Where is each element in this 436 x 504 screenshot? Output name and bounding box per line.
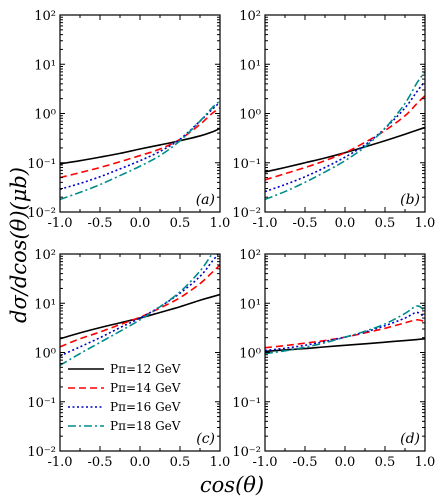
- panel-d: -1.0 -0.5 0.0 0.5 1.0 10⁻² 10⁻¹ 10⁰ 10¹ 10² (d): [232, 248, 435, 470]
- plot-frame: [264, 253, 426, 452]
- series-line-2: [60, 107, 220, 179]
- panel-c: -1.0 -0.5 0.0 0.5 1.0 10⁻² 10⁻¹ 10⁰ 10¹ 10² (c) Pπ=…: [27, 248, 231, 470]
- series-line-4: [60, 100, 220, 201]
- x-tick-label: -1.0: [252, 455, 277, 470]
- x-tick-label: 1.0: [210, 455, 231, 470]
- y-tick-label: 10⁻²: [27, 206, 56, 221]
- legend-entry: Pπ=16 GeV: [110, 400, 181, 414]
- y-tick-label: 10⁻²: [232, 206, 261, 221]
- x-tick-label: 0.5: [375, 216, 396, 231]
- x-tick-label: -0.5: [292, 216, 317, 231]
- y-tick-label: 10⁰: [34, 108, 56, 123]
- series-line-3: [265, 80, 425, 193]
- x-tick-label: 1.0: [210, 216, 231, 231]
- y-tick-label: 10²: [34, 9, 56, 24]
- series-line-1: [60, 127, 220, 165]
- panel-b: -1.0 -0.5 0.0 0.5 1.0 10⁻² 10⁻¹ 10⁰ 10¹ 10² (b): [232, 9, 435, 231]
- x-tick-label: 0.5: [170, 216, 191, 231]
- legend-entry: Pπ=12 GeV: [110, 362, 181, 376]
- y-tick-label: 10⁻¹: [232, 157, 261, 172]
- series-line-3: [60, 254, 220, 357]
- series-line-4: [265, 71, 425, 201]
- x-tick-label: -1.0: [47, 216, 72, 231]
- x-tick-label: -1.0: [252, 216, 277, 231]
- panel-a: -1.0 -0.5 0.0 0.5 1.0 10⁻² 10⁻¹ 10⁰ 10¹ 10² (a): [27, 9, 230, 231]
- y-tick-label: 10¹: [34, 297, 56, 312]
- series-line-4: [60, 254, 213, 366]
- y-tick-label: 10⁻¹: [27, 157, 56, 172]
- legend-entry: Pπ=14 GeV: [110, 381, 181, 395]
- series-line-3: [60, 101, 220, 190]
- legend: Pπ=12 GeV Pπ=14 GeV Pπ=16 GeV Pπ=18 GeV: [68, 362, 181, 433]
- plot-frame: [59, 14, 221, 213]
- y-tick-label: 10⁻²: [27, 445, 56, 460]
- series-line-1: [265, 126, 425, 173]
- series-line-2: [265, 319, 425, 349]
- x-tick-label: -0.5: [292, 455, 317, 470]
- series-line-1: [265, 337, 425, 353]
- panel-label: (c): [196, 431, 215, 447]
- x-tick-label: 0.0: [130, 216, 151, 231]
- x-tick-label: 1.0: [415, 216, 436, 231]
- series-line-4: [265, 305, 425, 355]
- y-tick-label: 10⁻¹: [232, 396, 261, 411]
- x-tick-label: 0.5: [375, 455, 396, 470]
- x-tick-label: -0.5: [87, 455, 112, 470]
- y-tick-label: 10⁰: [34, 347, 56, 362]
- y-tick-label: 10⁰: [239, 108, 261, 123]
- panel-label: (a): [196, 192, 215, 208]
- panel-label: (b): [400, 192, 420, 208]
- series-line-1: [60, 293, 220, 340]
- y-tick-label: 10⁰: [239, 347, 261, 362]
- y-tick-label: 10²: [239, 9, 261, 24]
- legend-entry: Pπ=18 GeV: [110, 419, 181, 433]
- x-tick-label: 0.0: [335, 455, 356, 470]
- y-tick-label: 10²: [239, 248, 261, 263]
- x-tick-label: -1.0: [47, 455, 72, 470]
- x-tick-label: -0.5: [87, 216, 112, 231]
- x-tick-label: 0.0: [335, 216, 356, 231]
- x-axis-title: cos(θ): [200, 473, 264, 497]
- y-axis-title: dσ/dcos(θ)(μb): [7, 167, 31, 323]
- panel-label: (d): [400, 431, 420, 447]
- y-tick-label: 10⁻¹: [27, 396, 56, 411]
- x-tick-label: 0.0: [130, 455, 151, 470]
- x-tick-label: 1.0: [415, 455, 436, 470]
- x-tick-label: 0.5: [170, 455, 191, 470]
- y-tick-label: 10¹: [239, 58, 261, 73]
- panels: -1.0 -0.5 0.0 0.5 1.010⁻²10⁻¹10⁰10¹10²(a)-1.…: [27, 9, 435, 470]
- series-line-2: [60, 264, 220, 348]
- y-tick-label: 10⁻²: [232, 445, 261, 460]
- y-tick-label: 10²: [34, 248, 56, 263]
- y-tick-label: 10¹: [239, 297, 261, 312]
- y-tick-label: 10¹: [34, 58, 56, 73]
